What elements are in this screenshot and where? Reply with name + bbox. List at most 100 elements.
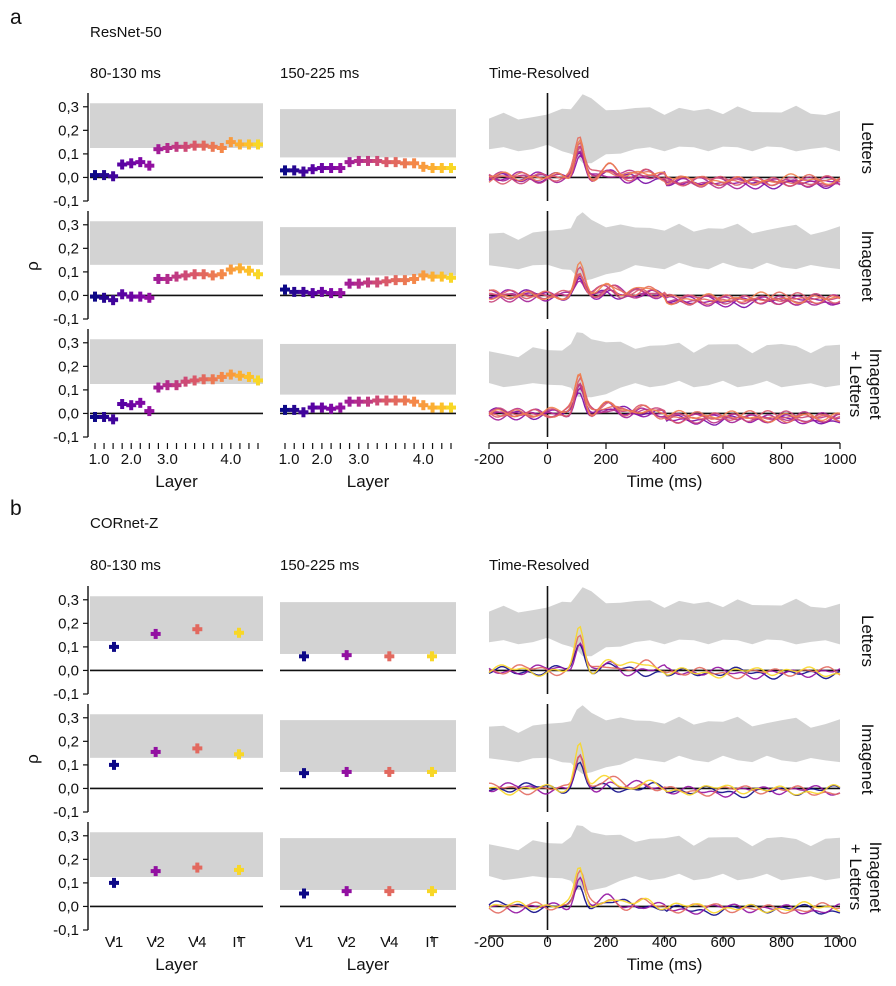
layer-marker (289, 286, 300, 297)
layer-marker (117, 399, 128, 410)
x-axis-label: Layer (347, 955, 390, 974)
layer-marker (109, 641, 119, 652)
layer-marker (353, 278, 364, 289)
layer-marker (289, 404, 300, 415)
layer-marker (109, 877, 119, 888)
layer-marker (299, 888, 309, 899)
x-tick-label: 800 (769, 451, 794, 468)
y-tick-label: 0,1 (58, 875, 79, 892)
x-tick-label: V4 (188, 934, 206, 951)
x-axis-label: Layer (155, 472, 198, 491)
layer-marker (427, 271, 438, 282)
layer-marker (427, 651, 437, 662)
layer-marker (384, 886, 395, 897)
x-tick-label: IT (232, 934, 245, 951)
layer-timecourse-line (488, 272, 841, 306)
layer-marker (189, 140, 200, 151)
layer-marker (344, 278, 355, 289)
layer-marker (126, 158, 137, 169)
layer-marker (390, 395, 401, 406)
x-axis-label: Layer (347, 472, 390, 491)
row-2: -0,1 0,0 0,1 0,2 0,3 Imagenet+ Letters (53, 822, 885, 939)
panel-b: b CORnet-Z 80-130 ms 150-225 ms Time-Resolve… (10, 497, 885, 974)
layer-marker (108, 414, 119, 425)
layer-marker (225, 264, 236, 275)
layer-marker (372, 155, 383, 166)
layer-marker (446, 163, 456, 174)
x-tick-label: V2 (146, 934, 164, 951)
layer-marker (126, 400, 137, 411)
y-tick-label: 0,2 (58, 615, 79, 632)
row-label-line: Letters (858, 122, 877, 174)
y-tick-label: -0,1 (53, 686, 79, 703)
layer-marker (153, 382, 164, 393)
y-tick-label: 0,1 (58, 264, 79, 281)
panel-letter: b (10, 497, 22, 520)
y-tick-label: 0,0 (58, 780, 79, 797)
layer-timecourse-line (488, 868, 841, 915)
x-tick-label: 1.0 (89, 451, 110, 468)
column-title: 150-225 ms (280, 557, 359, 574)
x-tick-label: -200 (474, 451, 504, 468)
y-tick-label: 0,0 (58, 169, 79, 186)
x-tick-label: 800 (769, 934, 794, 951)
noise-ceiling-band (280, 343, 456, 395)
layer-marker (198, 374, 209, 385)
noise-ceiling-band (280, 838, 456, 890)
layer-marker (363, 396, 373, 407)
layer-marker (109, 759, 119, 770)
layer-marker (316, 163, 327, 174)
layer-marker (353, 155, 364, 166)
y-tick-label: 0,2 (58, 733, 79, 750)
layer-marker (341, 886, 352, 897)
layer-marker (418, 161, 429, 172)
y-axis-label: ρ (23, 261, 42, 271)
x-tick-label: 400 (652, 451, 677, 468)
row-label: Imagenet+ Letters (846, 349, 885, 420)
layer-marker (353, 396, 364, 407)
x-tick-label: 600 (710, 451, 735, 468)
layer-marker (280, 284, 290, 295)
y-tick-label: 0,3 (58, 828, 79, 845)
row-0: -0,1 0,0 0,1 0,2 0,3 Letters (53, 93, 877, 210)
row-label: Letters (858, 122, 877, 174)
x-tick-label: 1.0 (279, 451, 300, 468)
noise-ceiling-band (90, 103, 263, 148)
layer-marker (299, 651, 309, 662)
layer-timecourse-line (488, 275, 841, 308)
layer-marker (162, 380, 173, 391)
x-tick-label: 4.0 (413, 451, 434, 468)
layer-marker (180, 376, 191, 387)
layer-marker (253, 139, 263, 150)
layer-marker (90, 411, 100, 422)
x-tick-label: V1 (105, 934, 123, 951)
layer-marker (216, 269, 227, 280)
layer-marker (162, 273, 173, 284)
row-0: -0,1 0,0 0,1 0,2 0,3 Letters (53, 586, 877, 703)
layer-timecourse-line (488, 273, 841, 306)
layer-marker (234, 864, 244, 875)
layer-marker (307, 402, 318, 413)
layer-marker (436, 163, 447, 174)
layer-marker (316, 286, 327, 297)
noise-ceiling-band (489, 705, 840, 774)
layer-marker (381, 276, 392, 287)
layer-marker (399, 395, 410, 406)
layer-marker (307, 288, 318, 299)
layer-marker (153, 273, 164, 284)
layer-marker (117, 159, 128, 170)
layer-marker (280, 404, 290, 415)
layer-marker (243, 139, 254, 150)
x-tick-label: 0 (543, 934, 551, 951)
layer-marker (225, 137, 236, 148)
layer-marker (135, 291, 146, 302)
layer-marker (409, 158, 420, 169)
layer-marker (153, 144, 164, 155)
network-title: ResNet-50 (90, 24, 162, 41)
layer-marker (198, 140, 209, 151)
row-label: Imagenet (858, 231, 877, 302)
layer-marker (344, 396, 355, 407)
x-tick-label: 400 (652, 934, 677, 951)
layer-marker (90, 170, 100, 181)
